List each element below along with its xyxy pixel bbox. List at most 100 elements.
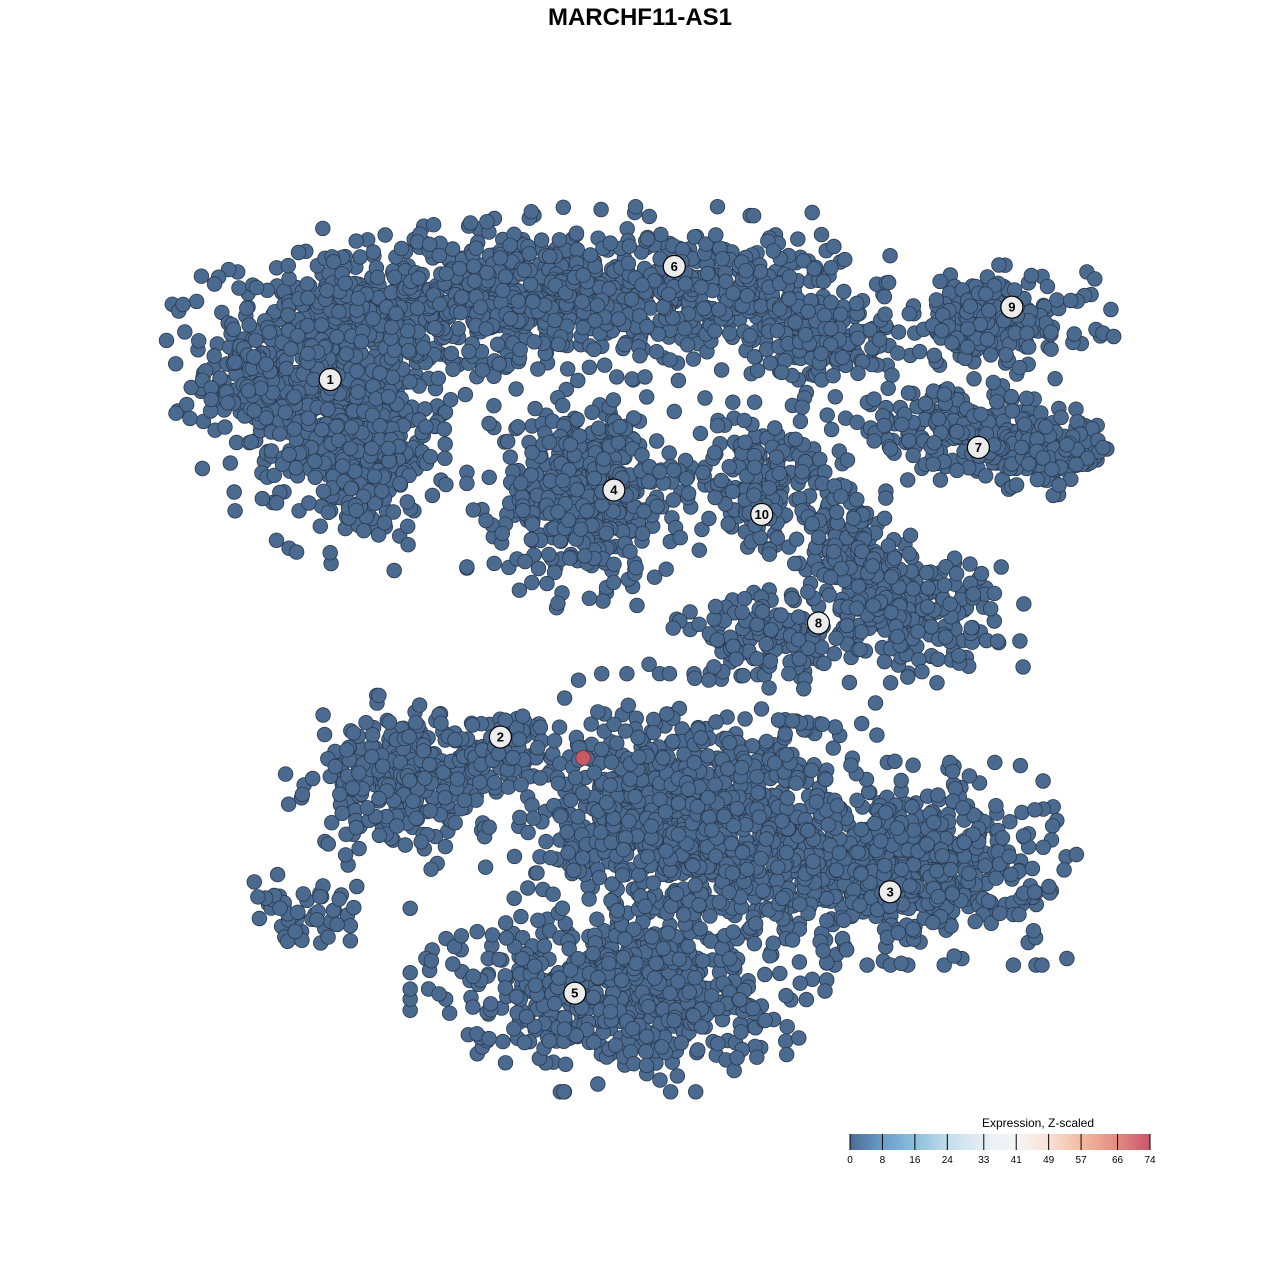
- cell-point: [421, 236, 438, 253]
- cell-point: [167, 356, 184, 372]
- cell-point: [590, 420, 607, 436]
- cell-point: [876, 510, 893, 527]
- cell-point: [794, 399, 810, 416]
- cell-point: [418, 419, 434, 435]
- cell-point: [408, 715, 424, 731]
- cell-point: [932, 273, 948, 290]
- cell-point: [372, 418, 388, 434]
- cell-point: [605, 392, 622, 408]
- cell-point: [699, 265, 716, 282]
- cell-point: [305, 770, 321, 787]
- cell-point: [168, 405, 184, 421]
- cell-point: [917, 395, 934, 412]
- cell-point: [454, 289, 470, 305]
- cell-point: [337, 847, 354, 863]
- cell-point: [479, 265, 495, 281]
- cell-point: [489, 336, 506, 353]
- cell-point: [348, 819, 365, 836]
- cell-point: [963, 620, 980, 636]
- cell-point: [352, 249, 368, 265]
- cell-point: [621, 238, 638, 254]
- cell-point: [825, 368, 841, 384]
- cell-point: [761, 546, 778, 562]
- cell-point: [596, 451, 612, 467]
- cell-point: [598, 525, 615, 542]
- cell-point: [397, 837, 414, 853]
- cell-point: [902, 527, 919, 544]
- cell-point: [925, 914, 941, 931]
- cell-point: [371, 687, 387, 704]
- cell-point: [1027, 802, 1043, 818]
- cell-point: [516, 262, 533, 278]
- cell-point: [988, 798, 1004, 814]
- cell-point: [696, 300, 712, 317]
- cell-point: [628, 560, 644, 576]
- cell-point: [873, 833, 889, 849]
- cell-point: [639, 318, 655, 335]
- cell-point: [677, 321, 693, 337]
- cell-point: [472, 299, 489, 315]
- cell-point: [708, 227, 724, 243]
- cell-point: [525, 293, 541, 310]
- cell-point: [188, 293, 205, 310]
- cell-point: [524, 516, 541, 532]
- cell-point: [962, 556, 978, 572]
- cell-point: [610, 434, 627, 451]
- cell-point: [901, 306, 918, 322]
- cell-point: [834, 349, 851, 366]
- cell-point: [737, 434, 753, 451]
- cell-point: [261, 324, 278, 341]
- cell-point: [672, 530, 689, 546]
- cell-point: [595, 593, 611, 609]
- cell-point: [738, 263, 754, 279]
- cell-point: [994, 830, 1011, 846]
- cell-point: [961, 768, 978, 784]
- cell-point: [649, 433, 665, 449]
- cell-point: [746, 394, 763, 410]
- cell-point: [1023, 267, 1040, 284]
- cell-point: [882, 441, 899, 457]
- cell-point: [241, 317, 257, 333]
- cell-point: [315, 220, 331, 237]
- cell-point: [878, 804, 894, 821]
- cell-point: [828, 630, 844, 647]
- cell-point: [502, 237, 518, 254]
- cell-point: [878, 490, 894, 506]
- cell-point: [452, 305, 469, 321]
- cell-point: [707, 489, 723, 506]
- cell-point: [437, 450, 453, 467]
- cell-point: [586, 341, 602, 358]
- cell-point: [865, 598, 881, 614]
- cell-point: [194, 460, 211, 477]
- cell-point: [268, 532, 285, 549]
- cell-point: [828, 862, 845, 878]
- cell-point: [574, 294, 590, 310]
- cell-point: [1002, 814, 1018, 830]
- cell-point: [944, 886, 960, 902]
- cell-point: [1035, 839, 1052, 856]
- cell-point: [981, 302, 997, 319]
- cell-point: [951, 648, 967, 664]
- cell-point: [983, 601, 999, 617]
- cell-point: [175, 296, 191, 313]
- cell-point: [502, 449, 519, 465]
- cell-point: [823, 321, 839, 337]
- cell-point: [386, 562, 402, 579]
- cell-point: [711, 302, 727, 318]
- cell-point: [1035, 773, 1051, 789]
- cell-point: [985, 374, 1002, 391]
- cell-point: [425, 216, 442, 233]
- cell-point: [376, 515, 393, 531]
- cell-point: [342, 440, 359, 457]
- cell-point: [359, 800, 376, 816]
- cell-point: [746, 349, 763, 365]
- cell-point: [481, 415, 497, 432]
- cell-point: [936, 577, 953, 593]
- cell-point: [486, 555, 502, 572]
- chart-title: MARCHF11-AS1: [547, 4, 733, 31]
- cell-point: [562, 436, 579, 453]
- cell-point: [589, 297, 606, 313]
- cell-point: [408, 810, 425, 826]
- cell-point: [836, 283, 852, 300]
- cell-point: [841, 674, 858, 691]
